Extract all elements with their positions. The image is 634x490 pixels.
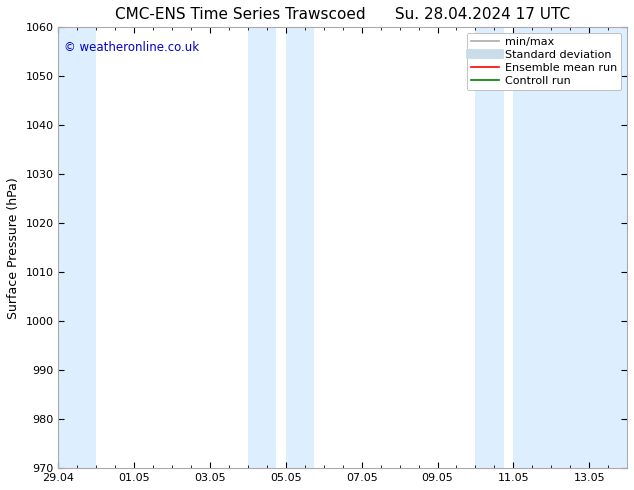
Legend: min/max, Standard deviation, Ensemble mean run, Controll run: min/max, Standard deviation, Ensemble me… [467,33,621,90]
Bar [248,27,276,468]
Bar [286,27,314,468]
Bar [476,27,504,468]
Y-axis label: Surface Pressure (hPa): Surface Pressure (hPa) [7,177,20,318]
Bar [514,27,631,468]
Bar [55,27,96,468]
Title: CMC-ENS Time Series Trawscoed      Su. 28.04.2024 17 UTC: CMC-ENS Time Series Trawscoed Su. 28.04.… [115,7,571,22]
Text: © weatheronline.co.uk: © weatheronline.co.uk [64,41,199,53]
